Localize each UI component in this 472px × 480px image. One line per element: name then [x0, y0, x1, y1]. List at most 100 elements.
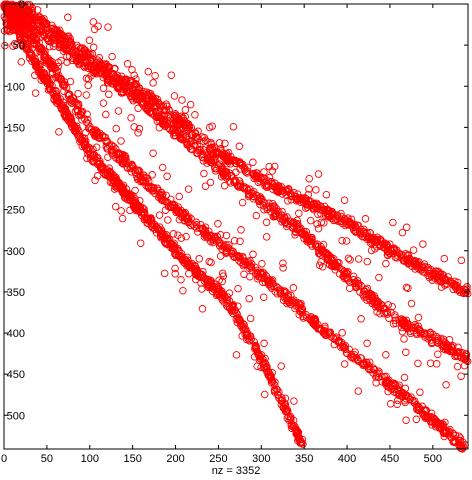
nonzero-point	[135, 197, 144, 205]
nonzero-point	[414, 359, 422, 368]
nonzero-point	[253, 192, 262, 200]
nonzero-point	[151, 94, 160, 103]
nonzero-point	[338, 329, 346, 337]
nonzero-point	[227, 172, 235, 180]
nonzero-point	[330, 340, 339, 349]
nonzero-point	[179, 286, 187, 295]
nonzero-point	[361, 233, 369, 241]
nonzero-point	[308, 235, 316, 244]
nonzero-point	[76, 137, 84, 146]
nonzero-point	[346, 256, 354, 264]
nonzero-point	[225, 177, 234, 185]
nonzero-point	[258, 268, 267, 276]
nonzero-point	[349, 275, 358, 284]
nonzero-point	[78, 142, 87, 151]
nonzero-point	[201, 231, 210, 240]
nonzero-point	[374, 373, 383, 382]
nonzero-point	[233, 318, 242, 327]
nonzero-point	[317, 218, 326, 227]
nonzero-point	[12, 19, 21, 27]
nonzero-point	[140, 208, 149, 216]
nonzero-point	[103, 137, 112, 145]
nonzero-point	[73, 124, 82, 133]
nonzero-point	[265, 162, 273, 171]
nonzero-point	[440, 429, 448, 438]
nonzero-point	[382, 259, 390, 268]
nonzero-point	[116, 150, 125, 158]
nonzero-point	[85, 36, 94, 45]
nonzero-point	[268, 368, 277, 377]
nonzero-point	[93, 172, 102, 180]
nonzero-point	[292, 228, 300, 237]
nonzero-point	[361, 288, 369, 296]
nonzero-point	[127, 114, 135, 122]
nonzero-point	[122, 86, 131, 94]
nonzero-point	[242, 327, 251, 336]
nonzero-point	[203, 159, 211, 167]
nonzero-point	[161, 206, 170, 214]
nonzero-point	[332, 333, 341, 341]
nonzero-point	[232, 351, 241, 359]
nonzero-point	[110, 65, 119, 73]
nonzero-point	[354, 387, 363, 395]
nonzero-point	[81, 128, 90, 137]
nonzero-point	[384, 301, 393, 309]
nonzero-point	[106, 168, 115, 177]
nonzero-point	[160, 269, 169, 278]
nonzero-point	[454, 343, 462, 352]
nonzero-point	[319, 240, 328, 249]
x-tick-label: 150	[123, 453, 141, 465]
nonzero-point	[113, 178, 121, 186]
nonzero-point	[31, 89, 40, 97]
nonzero-point	[136, 239, 145, 247]
nonzero-point	[427, 272, 436, 281]
nonzero-point	[451, 352, 459, 361]
nonzero-point	[171, 264, 179, 273]
nonzero-point	[279, 259, 287, 267]
nonzero-point	[87, 125, 96, 134]
nonzero-point	[263, 183, 271, 192]
nonzero-point	[367, 366, 375, 374]
nonzero-point	[229, 301, 238, 309]
nonzero-point	[265, 173, 274, 182]
nonzero-point	[340, 270, 348, 278]
nonzero-point	[340, 196, 349, 204]
y-tick-label: 300	[7, 246, 25, 258]
nonzero-point	[151, 102, 160, 110]
nonzero-point	[162, 100, 170, 108]
nonzero-point	[351, 278, 360, 286]
nonzero-point	[260, 390, 269, 399]
nonzero-point	[132, 75, 140, 83]
nonzero-point	[118, 182, 126, 191]
nonzero-point	[127, 163, 135, 172]
nonzero-point	[348, 353, 357, 362]
nonzero-point	[440, 254, 449, 263]
nonzero-point	[441, 418, 449, 427]
nonzero-point	[155, 226, 163, 234]
nonzero-point	[412, 415, 421, 424]
nonzero-point	[32, 63, 41, 71]
nonzero-point	[400, 373, 409, 382]
nonzero-point	[319, 206, 327, 215]
nonzero-point	[309, 320, 318, 328]
nonzero-point	[134, 104, 142, 113]
nonzero-point	[63, 58, 71, 66]
nonzero-point	[200, 133, 209, 142]
nonzero-point	[64, 13, 72, 22]
x-tick-label: 100	[81, 453, 99, 465]
nonzero-point	[107, 147, 116, 156]
nonzero-point	[192, 270, 200, 279]
nonzero-point	[376, 242, 384, 251]
nonzero-point	[240, 320, 248, 329]
nonzero-point	[147, 215, 156, 224]
nonzero-point	[313, 220, 321, 228]
nonzero-point	[138, 99, 146, 107]
nonzero-point	[89, 145, 97, 153]
nonzero-point	[259, 293, 268, 301]
y-tick-label: 500	[7, 410, 25, 422]
nonzero-point	[442, 381, 450, 389]
nonzero-point	[262, 233, 271, 241]
nonzero-point	[462, 356, 471, 365]
nonzero-point	[252, 211, 261, 220]
nonzero-point	[1, 41, 9, 50]
